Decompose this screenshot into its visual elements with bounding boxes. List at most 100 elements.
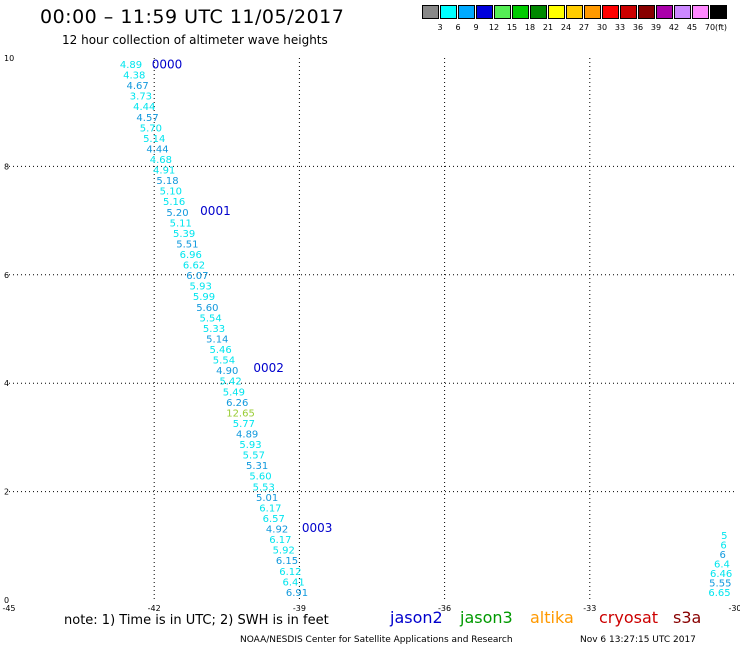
legend-label: 9 — [473, 23, 479, 32]
legend-swatch — [440, 5, 457, 19]
y-tick-label: 0 — [4, 596, 9, 605]
legend-label: 18 — [524, 23, 536, 32]
legend-swatch — [494, 5, 511, 19]
wave-height-value: 5.10 — [160, 187, 182, 198]
legend-swatch — [692, 5, 709, 19]
wave-height-value: 5.14 — [143, 134, 165, 145]
wave-height-value: 5.55 — [709, 578, 731, 589]
x-tick-label: -39 — [293, 604, 306, 613]
legend-swatch — [476, 5, 493, 19]
wave-height-value: 4.92 — [266, 525, 288, 536]
wave-height-value: 5.20 — [166, 208, 188, 219]
legend-label: 42 — [668, 23, 680, 32]
wave-height-value: 6.46 — [710, 569, 732, 580]
wave-height-value: 5.70 — [140, 123, 162, 134]
legend-swatch — [656, 5, 673, 19]
y-tick-label: 8 — [4, 162, 9, 171]
legend-label: 33 — [614, 23, 626, 32]
wave-height-value: 5.60 — [249, 472, 271, 483]
wave-height-value: 6.07 — [186, 271, 208, 282]
legend-label: 45 — [686, 23, 698, 32]
color-legend: 3 6 9 12 15 18 21 24 27 30 33 36 39 42 45 70 (ft) — [422, 5, 728, 35]
legend-label: 27 — [578, 23, 590, 32]
legend-label: 6 — [455, 23, 461, 32]
wave-height-value: 4.91 — [153, 166, 175, 177]
legend-label: 70 — [704, 23, 716, 32]
wave-height-value: 5.39 — [173, 229, 195, 240]
legend-label: 3 — [437, 23, 443, 32]
legend-label: 12 — [488, 23, 500, 32]
wave-height-value: 6.41 — [283, 577, 305, 588]
wave-height-value: 6.12 — [279, 567, 301, 578]
wave-height-value: 5.16 — [163, 197, 185, 208]
legend-swatch — [638, 5, 655, 19]
wave-height-value: 6.4 — [714, 559, 730, 570]
wave-height-value: 5.92 — [273, 546, 295, 557]
y-tick-label: 10 — [4, 54, 14, 63]
footnote: note: 1) Time is in UTC; 2) SWH is in fe… — [64, 613, 329, 628]
satellite-jason2-label: jason2 — [390, 608, 443, 627]
wave-height-value: 4.89 — [236, 429, 258, 440]
wave-height-value: 6.17 — [269, 535, 291, 546]
legend-swatch — [530, 5, 547, 19]
wave-height-value: 6 — [720, 550, 726, 561]
wave-height-value: 4.90 — [216, 366, 238, 377]
legend-swatch — [458, 5, 475, 19]
wave-height-value: 5.93 — [239, 440, 261, 451]
wave-height-value: 4.57 — [136, 113, 158, 124]
wave-height-value: 6.91 — [286, 588, 308, 599]
wave-height-value: 5.54 — [200, 313, 222, 324]
wave-height-value: 5.77 — [233, 419, 255, 430]
wave-height-value: 5.42 — [219, 377, 241, 388]
wave-height-value: 6.65 — [708, 588, 730, 599]
legend-label: 21 — [542, 23, 554, 32]
x-tick-label: -33 — [583, 604, 596, 613]
satellite-s3a-label: s3a — [673, 608, 702, 627]
wave-height-value: 6.57 — [263, 514, 285, 525]
wave-height-value: 5.01 — [256, 493, 278, 504]
wave-height-value: 5.99 — [193, 292, 215, 303]
legend-swatch — [710, 5, 727, 19]
wave-height-value: 5.93 — [190, 282, 212, 293]
y-tick-label: 2 — [4, 488, 9, 497]
x-tick-label: -30 — [728, 604, 740, 613]
time-label: 0003 — [302, 521, 333, 535]
x-tick-label: -45 — [2, 604, 15, 613]
wave-height-value: 5.33 — [203, 324, 225, 335]
wave-height-value: 4.67 — [126, 81, 148, 92]
satellite-altika-label: altika — [530, 608, 574, 627]
wave-height-value: 5.49 — [223, 387, 245, 398]
wave-height-value: 5.60 — [196, 303, 218, 314]
wave-height-value: 5.18 — [156, 176, 178, 187]
wave-height-value: 5.53 — [253, 482, 275, 493]
generation-timestamp: Nov 6 13:27:15 UTC 2017 — [580, 635, 696, 645]
chart-title: 00:00 – 11:59 UTC 11/05/2017 — [40, 6, 345, 28]
wave-height-value: 6.17 — [259, 503, 281, 514]
time-label: 0002 — [253, 361, 284, 375]
legend-swatch — [602, 5, 619, 19]
time-label: 0000 — [152, 57, 183, 71]
wave-height-value: 6.62 — [183, 261, 205, 272]
wave-height-value: 4.89 — [120, 60, 142, 71]
legend-label: 15 — [506, 23, 518, 32]
wave-height-value: 6.26 — [226, 398, 248, 409]
legend-label: 24 — [560, 23, 572, 32]
wave-height-value: 5.46 — [209, 345, 231, 356]
wave-height-value: 6 — [720, 540, 726, 551]
wave-height-value: 6.96 — [180, 250, 202, 261]
legend-swatch — [566, 5, 583, 19]
wave-height-value: 4.44 — [146, 144, 168, 155]
y-tick-label: 4 — [4, 379, 9, 388]
y-tick-label: 6 — [4, 271, 9, 280]
wave-height-value: 4.44 — [133, 102, 155, 113]
legend-swatch — [422, 5, 439, 19]
wave-height-value: 5.14 — [206, 334, 228, 345]
wave-height-value: 3.73 — [130, 92, 152, 103]
legend-swatch — [584, 5, 601, 19]
legend-swatch — [548, 5, 565, 19]
chart-subtitle: 12 hour collection of altimeter wave hei… — [62, 33, 328, 47]
wave-height-value: 5.54 — [213, 356, 235, 367]
legend-swatch — [674, 5, 691, 19]
wave-height-value: 5 — [721, 531, 727, 542]
satellite-cryosat-label: cryosat — [599, 608, 659, 627]
